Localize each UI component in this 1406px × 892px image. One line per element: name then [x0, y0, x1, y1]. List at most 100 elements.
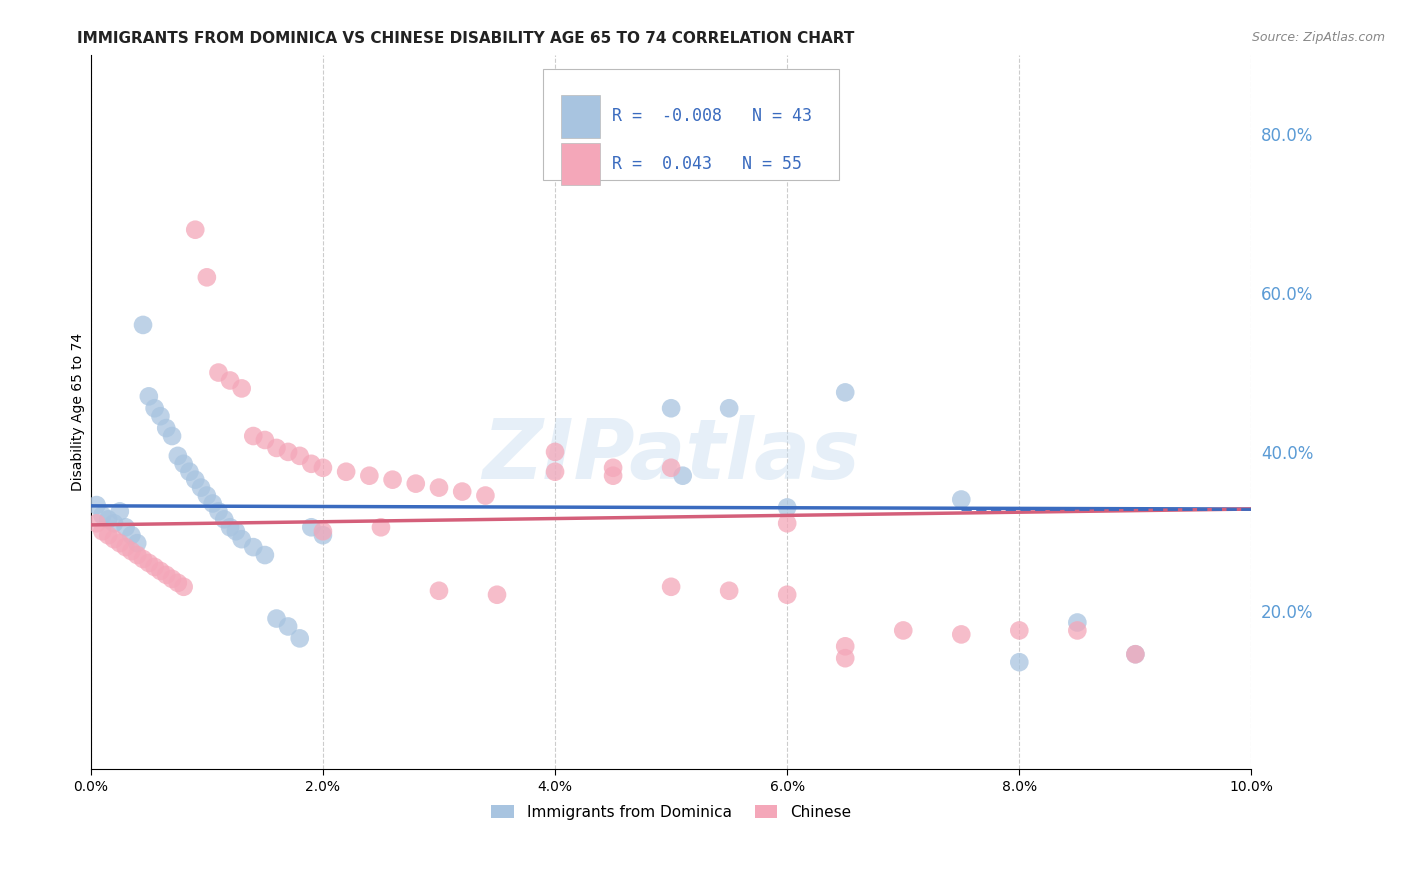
Point — [91, 508, 114, 523]
Point — [474, 489, 496, 503]
Point — [312, 524, 335, 539]
Point — [451, 484, 474, 499]
Point — [195, 270, 218, 285]
Legend: Immigrants from Dominica, Chinese: Immigrants from Dominica, Chinese — [485, 798, 856, 826]
Point — [1125, 647, 1147, 661]
Point — [155, 567, 177, 582]
Point — [602, 468, 624, 483]
Point — [160, 429, 183, 443]
Point — [219, 374, 242, 388]
Point — [1125, 647, 1147, 661]
Point — [253, 433, 276, 447]
FancyBboxPatch shape — [544, 70, 839, 180]
Point — [166, 575, 188, 590]
Point — [834, 640, 856, 654]
Point — [207, 366, 229, 380]
Point — [312, 460, 335, 475]
Point — [381, 473, 404, 487]
Point — [427, 481, 450, 495]
Point — [1008, 655, 1031, 669]
Point — [173, 457, 195, 471]
Point — [160, 572, 183, 586]
Point — [155, 421, 177, 435]
Point — [834, 651, 856, 665]
Point — [138, 389, 160, 403]
Point — [776, 588, 799, 602]
Point — [86, 516, 108, 531]
Point — [149, 409, 172, 424]
Point — [143, 560, 166, 574]
Point — [231, 381, 253, 395]
Point — [776, 500, 799, 515]
Point — [776, 516, 799, 531]
Point — [103, 516, 125, 531]
Point — [143, 401, 166, 416]
Point — [103, 532, 125, 546]
Point — [231, 532, 253, 546]
Point — [132, 318, 155, 332]
Point — [1066, 615, 1088, 630]
Point — [370, 520, 392, 534]
Point — [201, 496, 224, 510]
Point — [299, 520, 322, 534]
Point — [834, 385, 856, 400]
Point — [950, 627, 973, 641]
Point — [299, 457, 322, 471]
Point — [184, 223, 207, 237]
Point — [195, 489, 218, 503]
Point — [166, 449, 188, 463]
Point — [277, 619, 299, 633]
Point — [184, 473, 207, 487]
FancyBboxPatch shape — [561, 143, 600, 186]
Point — [602, 460, 624, 475]
Point — [114, 520, 136, 534]
Point — [242, 429, 264, 443]
Point — [242, 540, 264, 554]
Point — [108, 536, 131, 550]
Point — [86, 498, 108, 512]
Point — [335, 465, 357, 479]
Point — [486, 588, 509, 602]
Point — [718, 583, 741, 598]
Point — [108, 504, 131, 518]
Point — [312, 528, 335, 542]
Point — [149, 564, 172, 578]
Point — [544, 465, 567, 479]
Point — [219, 520, 242, 534]
Point — [179, 465, 201, 479]
Point — [127, 536, 149, 550]
Point — [1008, 624, 1031, 638]
Point — [405, 476, 427, 491]
Text: IMMIGRANTS FROM DOMINICA VS CHINESE DISABILITY AGE 65 TO 74 CORRELATION CHART: IMMIGRANTS FROM DOMINICA VS CHINESE DISA… — [77, 31, 855, 46]
Text: R =  -0.008   N = 43: R = -0.008 N = 43 — [612, 108, 811, 126]
Point — [659, 460, 682, 475]
Text: Source: ZipAtlas.com: Source: ZipAtlas.com — [1251, 31, 1385, 45]
Y-axis label: Disability Age 65 to 74: Disability Age 65 to 74 — [72, 333, 86, 491]
Point — [120, 528, 142, 542]
Point — [891, 624, 914, 638]
Point — [277, 445, 299, 459]
Point — [288, 632, 311, 646]
Point — [120, 544, 142, 558]
Point — [97, 528, 120, 542]
Point — [114, 540, 136, 554]
Point — [132, 552, 155, 566]
Text: R =  0.043   N = 55: R = 0.043 N = 55 — [612, 155, 801, 173]
Point — [207, 504, 229, 518]
Point — [266, 441, 288, 455]
Point — [173, 580, 195, 594]
Point — [427, 583, 450, 598]
Point — [214, 512, 236, 526]
Point — [266, 611, 288, 625]
Point — [359, 468, 381, 483]
Point — [97, 512, 120, 526]
Point — [127, 548, 149, 562]
Point — [1066, 624, 1088, 638]
FancyBboxPatch shape — [561, 95, 600, 137]
Point — [544, 445, 567, 459]
Point — [718, 401, 741, 416]
Point — [288, 449, 311, 463]
Point — [91, 524, 114, 539]
Point — [659, 401, 682, 416]
Point — [659, 580, 682, 594]
